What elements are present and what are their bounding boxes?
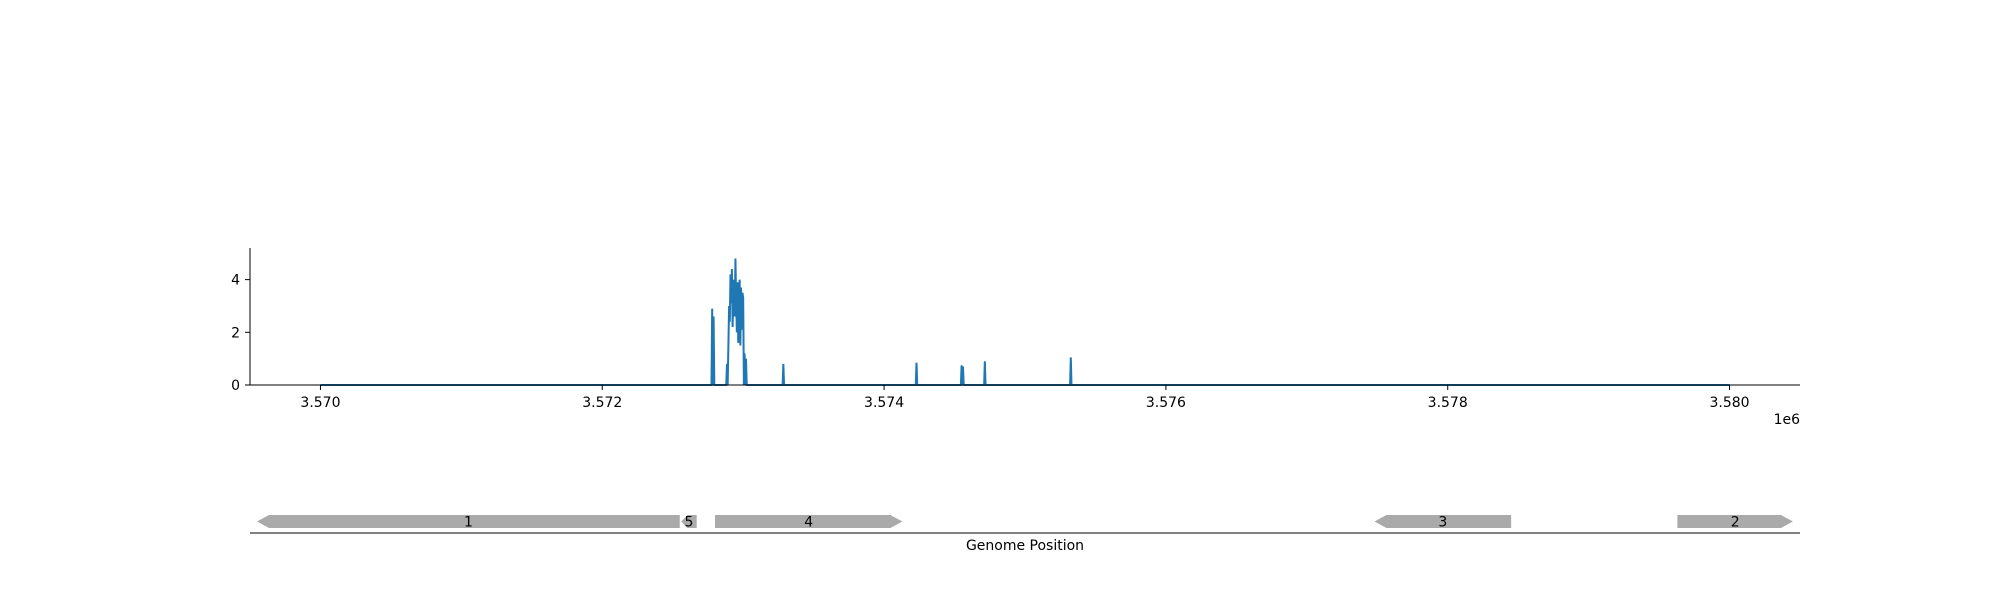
coverage-series-line-layer: [320, 258, 1730, 386]
coverage-series-line-0: [320, 258, 1730, 386]
x-tick-label: 3.576: [1146, 395, 1186, 411]
x-tick-label: 3.574: [864, 395, 904, 411]
gene-arrow-4: [715, 515, 903, 528]
x-axis-offset-label: 1e6: [1774, 412, 1801, 428]
y-tick-label: 4: [231, 273, 240, 289]
gene-label-5: 5: [684, 515, 693, 531]
x-tick-label: 3.580: [1709, 395, 1749, 411]
gene-arrows-layer: 1 5 4 3 2: [257, 515, 1793, 531]
coverage-plot: 3.570 3.572 3.574 3.576 3.578 3.580 0 2 4 1e6: [231, 248, 1800, 428]
gene-arrow-3: [1374, 515, 1512, 528]
y-tick-label: 2: [231, 325, 240, 341]
gene-label-4: 4: [804, 515, 813, 531]
gene-track: 1 5 4 3 2 Genome Position: [250, 515, 1800, 554]
x-axis-ticks: 3.570 3.572 3.574 3.576 3.578 3.580: [300, 385, 1750, 411]
x-axis-label: Genome Position: [966, 538, 1084, 554]
x-tick-label: 3.572: [582, 395, 622, 411]
y-tick-label: 0: [231, 378, 240, 394]
gene-label-1: 1: [464, 515, 473, 531]
gene-label-3: 3: [1438, 515, 1447, 531]
gene-arrow-1: [257, 515, 680, 528]
gene-label-2: 2: [1731, 515, 1740, 531]
gene-arrow-5: [681, 515, 697, 528]
x-tick-label: 3.578: [1428, 395, 1468, 411]
x-tick-label: 3.570: [300, 395, 340, 411]
y-axis-ticks: 0 2 4: [231, 273, 250, 394]
gene-arrow-2: [1677, 515, 1793, 528]
